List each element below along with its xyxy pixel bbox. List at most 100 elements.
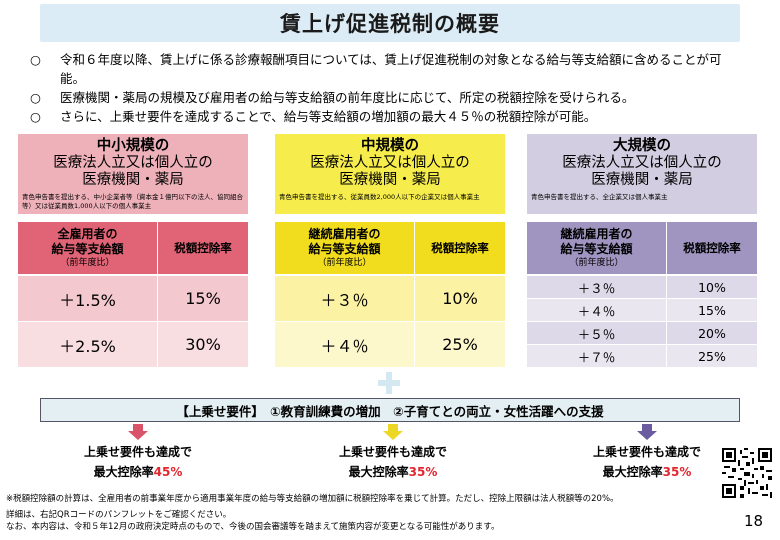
eligibility-note: 青色申告書を提出する、従業員数2,000人以下の企業又は個人事業主	[279, 193, 480, 201]
bullet-mark: ○	[30, 90, 41, 105]
growth-header: 全雇用者の 給与等支給額 （前年度比）	[18, 222, 158, 274]
table-row: ＋４％ 25%	[275, 322, 505, 368]
column-large-scale: 大規模の 医療法人立又は個人立の 医療機関・薬局 青色申告書を提出する、全企業又…	[527, 134, 757, 214]
growth-value: ＋４％	[527, 299, 667, 321]
growth-header: 継続雇用者の 給与等支給額 （前年度比）	[275, 222, 415, 274]
max-rate-result: 上乗せ要件も達成で 最大控除率35%	[557, 442, 737, 482]
bullet-text: 医療機関・薬局の規模及び雇用者の給与等支給額の前年度比に応じて、所定の税額控除を…	[60, 90, 635, 105]
footnote: なお、本内容は、令和５年12月の政府決定時点のもので、今後の国会審議等を踏まえて…	[6, 522, 500, 532]
result-line2: 最大控除率35%	[557, 462, 737, 482]
max-rate-value: 35%	[662, 465, 692, 479]
max-rate-value: 45%	[153, 465, 183, 479]
page-title: 賃上げ促進税制の概要	[280, 12, 500, 36]
page-number: 18	[744, 512, 764, 530]
table-row: ＋４％ 15%	[527, 299, 757, 322]
rate-table: ＋３％ 10% ＋４％ 25%	[275, 276, 505, 368]
scale-label: 大規模の	[613, 138, 671, 154]
result-line1: 上乗せ要件も達成で	[83, 445, 192, 459]
rate-value: 20%	[698, 325, 726, 341]
growth-value: ＋1.5%	[18, 276, 158, 321]
growth-value: ＋７％	[527, 345, 667, 367]
growth-header-line2: 給与等支給額	[51, 242, 124, 256]
eligibility-note: 青色申告書を提出する、中小企業者等（資本金１億円以下の法人、協同組合等）又は従業…	[22, 193, 243, 210]
qr-code-icon[interactable]	[722, 448, 772, 498]
title-bar: 賃上げ促進税制の概要	[40, 4, 740, 42]
growth-header-line3: （前年度比）	[569, 258, 624, 268]
result-prefix: 最大控除率	[93, 465, 154, 479]
result-line1: 上乗せ要件も達成で	[338, 445, 447, 459]
down-arrow-icon	[383, 424, 403, 440]
scale-label: 中小規模の	[96, 138, 170, 154]
bullet-item: ○ さらに、上乗せ要件を達成することで、給与等支給額の増加額の最大４５％の税額控…	[30, 107, 730, 126]
result-line2: 最大控除率45%	[48, 462, 228, 482]
rate-value: 30%	[185, 335, 221, 354]
bullet-mark: ○	[30, 109, 41, 124]
growth-header-line3: （前年度比）	[317, 258, 372, 268]
footnote: ※税額控除額の計算は、全雇用者の前事業年度から適用事業年度の給与等支給額の増加額…	[6, 494, 619, 504]
bullet-item: ○ 医療機関・薬局の規模及び雇用者の給与等支給額の前年度比に応じて、所定の税額控…	[30, 88, 730, 107]
rate-table: ＋３％ 10% ＋４％ 15% ＋５％ 20% ＋７％ 25%	[527, 276, 757, 368]
rate-header: 税額控除率	[415, 222, 505, 274]
rate-header: 税額控除率	[667, 222, 757, 274]
growth-header-line3: （前年度比）	[60, 258, 115, 268]
scale-label: 中規模の	[361, 138, 419, 154]
scale-subtitle: 医療法人立又は個人立の 医療機関・薬局	[53, 155, 213, 188]
growth-header-line2: 給与等支給額	[560, 242, 633, 256]
table-row: ＋７％ 25%	[527, 345, 757, 368]
table-header: 継続雇用者の 給与等支給額 （前年度比） 税額控除率	[527, 222, 757, 274]
rate-value: 10%	[442, 289, 478, 308]
rate-header-label: 税額控除率	[431, 241, 489, 255]
column-header: 中小規模の 医療法人立又は個人立の 医療機関・薬局 青色申告書を提出する、中小企…	[18, 134, 248, 214]
growth-value: ＋４％	[275, 322, 415, 367]
rate-value: 15%	[185, 289, 221, 308]
rate-value: 15%	[698, 302, 726, 318]
footnote: 詳細は、右記QRコードのパンフレットをご確認ください。	[6, 510, 232, 520]
bullet-text: 令和６年度以降、賃上げに係る診療報酬項目については、賃上げ促進税制の対象となる給…	[60, 52, 722, 86]
requirement-text: 【上乗せ要件】 ①教育訓練費の増加 ②子育てとの両立・女性活躍への支援	[176, 403, 604, 419]
rate-header-label: 税額控除率	[683, 241, 741, 255]
growth-value: ＋３％	[275, 276, 415, 321]
growth-value: ＋2.5%	[18, 322, 158, 367]
rate-header: 税額控除率	[158, 222, 248, 274]
eligibility-note: 青色申告書を提出する、全企業又は個人事業主	[531, 193, 668, 201]
bullet-list: ○ 令和６年度以降、賃上げに係る診療報酬項目については、賃上げ促進税制の対象とな…	[30, 50, 730, 126]
column-small-scale: 中小規模の 医療法人立又は個人立の 医療機関・薬局 青色申告書を提出する、中小企…	[18, 134, 248, 214]
growth-header-line1: 全雇用者の	[57, 227, 118, 241]
rate-value: 25%	[442, 335, 478, 354]
column-header: 中規模の 医療法人立又は個人立の 医療機関・薬局 青色申告書を提出する、従業員数…	[275, 134, 505, 214]
result-prefix: 最大控除率	[602, 465, 663, 479]
result-line2: 最大控除率35%	[303, 462, 483, 482]
requirement-box: 【上乗せ要件】 ①教育訓練費の増加 ②子育てとの両立・女性活躍への支援	[40, 398, 740, 422]
bullet-text: さらに、上乗せ要件を達成することで、給与等支給額の増加額の最大４５％の税額控除が…	[60, 109, 597, 124]
growth-header-line2: 給与等支給額	[308, 242, 381, 256]
bullet-item: ○ 令和６年度以降、賃上げに係る診療報酬項目については、賃上げ促進税制の対象とな…	[30, 50, 730, 88]
table-row: ＋３％ 10%	[527, 276, 757, 299]
max-rate-result: 上乗せ要件も達成で 最大控除率45%	[48, 442, 228, 482]
column-header: 大規模の 医療法人立又は個人立の 医療機関・薬局 青色申告書を提出する、全企業又…	[527, 134, 757, 214]
max-rate-value: 35%	[408, 465, 438, 479]
rate-header-label: 税額控除率	[174, 241, 232, 255]
table-row: ＋５％ 20%	[527, 322, 757, 345]
growth-value: ＋３％	[527, 276, 667, 298]
table-row: ＋1.5% 15%	[18, 276, 248, 322]
rate-value: 10%	[698, 279, 726, 295]
growth-header: 継続雇用者の 給与等支給額 （前年度比）	[527, 222, 667, 274]
down-arrow-icon	[637, 424, 657, 440]
bullet-mark: ○	[30, 52, 41, 67]
table-header: 全雇用者の 給与等支給額 （前年度比） 税額控除率	[18, 222, 248, 274]
rate-value: 25%	[698, 348, 726, 364]
table-row: ＋2.5% 30%	[18, 322, 248, 368]
plus-icon	[378, 372, 400, 394]
scale-subtitle: 医療法人立又は個人立の 医療機関・薬局	[562, 155, 722, 188]
result-line1: 上乗せ要件も達成で	[592, 445, 701, 459]
growth-header-line1: 継続雇用者の	[560, 227, 633, 241]
down-arrow-icon	[128, 424, 148, 440]
max-rate-result: 上乗せ要件も達成で 最大控除率35%	[303, 442, 483, 482]
rate-table: ＋1.5% 15% ＋2.5% 30%	[18, 276, 248, 368]
table-header: 継続雇用者の 給与等支給額 （前年度比） 税額控除率	[275, 222, 505, 274]
scale-subtitle: 医療法人立又は個人立の 医療機関・薬局	[310, 155, 470, 188]
growth-header-line1: 継続雇用者の	[308, 227, 381, 241]
result-prefix: 最大控除率	[348, 465, 409, 479]
growth-value: ＋５％	[527, 322, 667, 344]
column-medium-scale: 中規模の 医療法人立又は個人立の 医療機関・薬局 青色申告書を提出する、従業員数…	[275, 134, 505, 214]
